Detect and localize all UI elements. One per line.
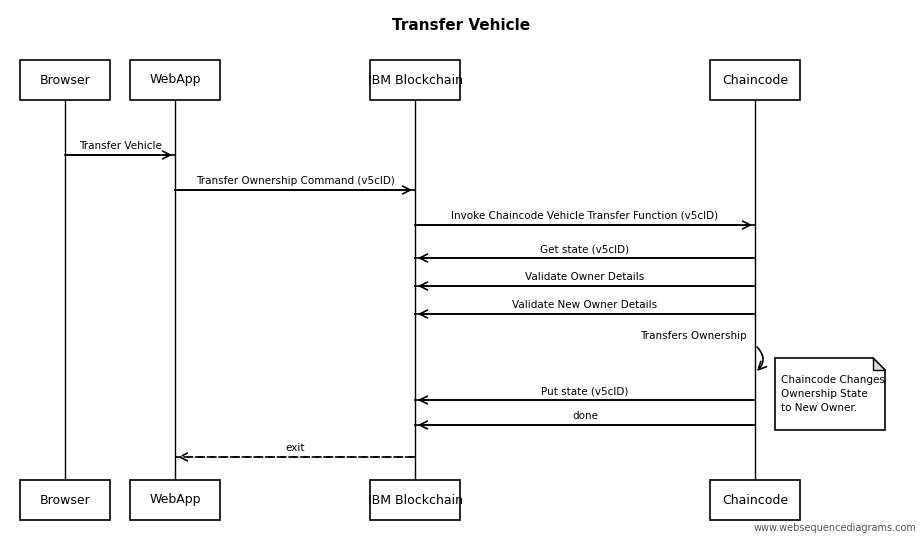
- Bar: [710, 60, 800, 100]
- Polygon shape: [775, 358, 885, 430]
- Text: www.websequencediagrams.com: www.websequencediagrams.com: [753, 523, 916, 533]
- Bar: [710, 480, 800, 520]
- Bar: [130, 60, 220, 100]
- Text: WebApp: WebApp: [149, 493, 201, 506]
- Text: done: done: [572, 411, 598, 421]
- Text: IBM Blockchain: IBM Blockchain: [368, 493, 463, 506]
- Text: Transfer Ownership Command (v5cID): Transfer Ownership Command (v5cID): [195, 176, 395, 186]
- Polygon shape: [873, 358, 885, 370]
- Text: WebApp: WebApp: [149, 74, 201, 87]
- Bar: [370, 60, 460, 100]
- Text: Transfer Vehicle: Transfer Vehicle: [392, 18, 530, 33]
- Text: Browser: Browser: [40, 493, 90, 506]
- Text: Transfers Ownership: Transfers Ownership: [640, 331, 747, 341]
- Text: exit: exit: [285, 443, 305, 453]
- Bar: [130, 480, 220, 520]
- Text: Validate New Owner Details: Validate New Owner Details: [513, 300, 657, 310]
- Text: Put state (v5cID): Put state (v5cID): [541, 386, 629, 396]
- Bar: [20, 480, 110, 520]
- Text: Chaincode: Chaincode: [722, 74, 788, 87]
- Text: Transfer Vehicle: Transfer Vehicle: [78, 141, 161, 151]
- Bar: [20, 60, 110, 100]
- Text: Invoke Chaincode Vehicle Transfer Function (v5cID): Invoke Chaincode Vehicle Transfer Functi…: [452, 211, 718, 221]
- Text: Chaincode Changes
Ownership State
to New Owner.: Chaincode Changes Ownership State to New…: [781, 375, 885, 413]
- Text: Chaincode: Chaincode: [722, 493, 788, 506]
- Bar: [370, 480, 460, 520]
- Text: IBM Blockchain: IBM Blockchain: [368, 74, 463, 87]
- Text: Validate Owner Details: Validate Owner Details: [526, 272, 644, 282]
- Text: Get state (v5cID): Get state (v5cID): [540, 244, 630, 254]
- Text: Browser: Browser: [40, 74, 90, 87]
